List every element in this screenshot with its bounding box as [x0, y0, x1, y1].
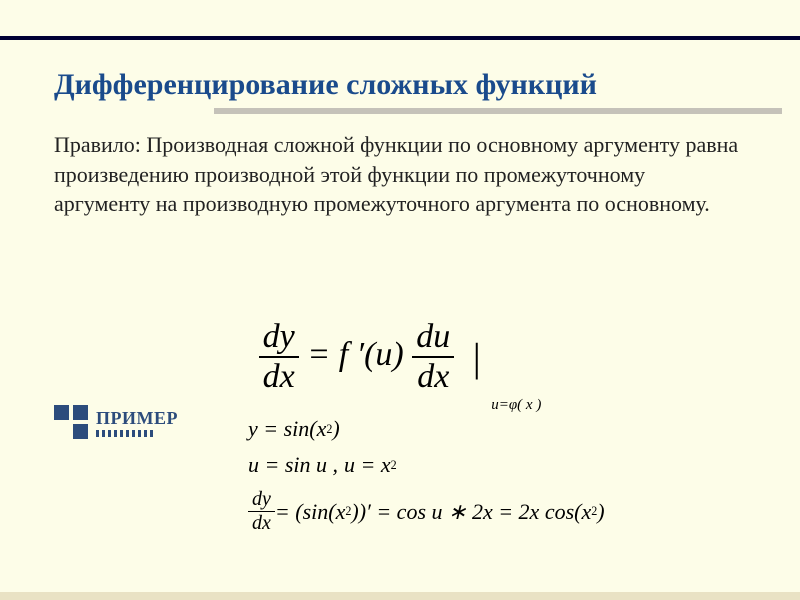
ex2-b-pre: u = x: [344, 452, 391, 478]
frac-num: du: [412, 318, 454, 356]
example-line-1: y = sin(x 2 ): [248, 416, 605, 442]
equals: =: [307, 336, 338, 373]
frac-num: dy: [259, 318, 299, 356]
ex3-eq: = (sin(x: [275, 499, 345, 525]
frac-den: dx: [412, 356, 454, 396]
ex2-a: u = sin u ,: [248, 452, 338, 478]
example-line-2: u = sin u , u = x 2: [248, 452, 605, 478]
eval-condition: u=φ( x ): [491, 397, 541, 414]
page-title: Дифференцирование сложных функций: [54, 68, 597, 102]
logo-label: ПРИМЕР: [96, 408, 178, 429]
ex3-mid: ))′ = cos u ∗ 2x = 2x cos(x: [351, 499, 591, 525]
ex3-frac: dy dx: [248, 488, 275, 535]
logo-icon: [54, 405, 88, 439]
example-line-3: dy dx = (sin(x 2 ))′ = cos u ∗ 2x = 2x c…: [248, 488, 605, 535]
chain-rule-formula: dy dx = f ′(u) du dx | u=φ( x ): [0, 318, 800, 396]
ex3-end: ): [597, 499, 604, 525]
frac-den: dx: [259, 356, 299, 396]
mid-term: f ′(u): [339, 336, 404, 373]
top-rule: [0, 36, 800, 40]
ex1-pre: y = sin(x: [248, 416, 326, 442]
example-block: y = sin(x 2 ) u = sin u , u = x 2 dy dx …: [248, 416, 605, 545]
eval-bar: |: [473, 334, 481, 381]
fraction-dy-dx: dy dx: [259, 318, 299, 396]
example-logo: ПРИМЕР: [54, 405, 178, 439]
ex1-post: ): [332, 416, 339, 442]
logo-ticks: [96, 430, 178, 437]
bottom-border: [0, 592, 800, 600]
ex3-num: dy: [248, 488, 275, 511]
title-underline: [214, 108, 782, 114]
rule-paragraph: Правило: Производная сложной функции по …: [54, 130, 746, 219]
ex2-b-sup: 2: [391, 458, 397, 473]
ex3-den: dx: [248, 511, 275, 535]
fraction-du-dx: du dx: [412, 318, 454, 396]
